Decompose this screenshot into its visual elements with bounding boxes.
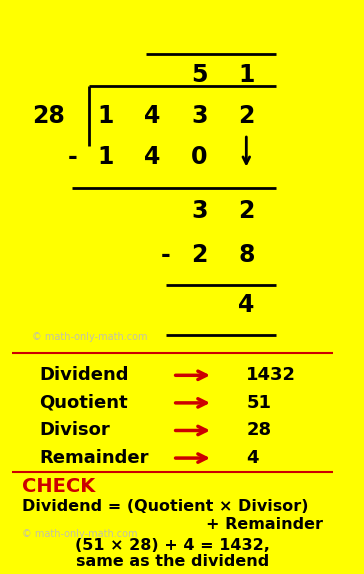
Text: 3: 3 (191, 199, 208, 223)
Text: 28: 28 (246, 421, 272, 440)
Text: + Remainder: + Remainder (206, 517, 323, 532)
Text: 1: 1 (238, 63, 254, 87)
Text: 2: 2 (238, 104, 254, 128)
Text: (51 × 28) + 4 = 1432,: (51 × 28) + 4 = 1432, (75, 538, 270, 553)
Text: 4: 4 (246, 449, 259, 467)
Text: 2: 2 (191, 243, 208, 267)
Text: 28: 28 (33, 104, 66, 128)
Text: 1432: 1432 (246, 366, 296, 385)
Text: 8: 8 (238, 243, 254, 267)
Text: Dividend = (Quotient × Divisor): Dividend = (Quotient × Divisor) (22, 499, 309, 514)
Text: 3: 3 (191, 104, 208, 128)
Text: © math-only-math.com: © math-only-math.com (32, 332, 148, 342)
FancyArrowPatch shape (243, 137, 250, 164)
Text: © math-only-math.com: © math-only-math.com (22, 529, 138, 539)
Text: CHECK: CHECK (22, 477, 95, 497)
Text: -: - (161, 243, 171, 267)
Text: 4: 4 (238, 293, 254, 317)
Text: 51: 51 (246, 394, 271, 412)
Text: 1: 1 (98, 104, 114, 128)
Text: Remainder: Remainder (39, 449, 149, 467)
Text: 4: 4 (145, 145, 161, 169)
Text: Quotient: Quotient (39, 394, 128, 412)
Text: 1: 1 (98, 145, 114, 169)
Text: -: - (68, 145, 77, 169)
Text: 0: 0 (191, 145, 208, 169)
Text: 2: 2 (238, 199, 254, 223)
Text: Divisor: Divisor (39, 421, 110, 440)
FancyArrowPatch shape (175, 371, 206, 379)
FancyArrowPatch shape (175, 426, 206, 435)
FancyArrowPatch shape (175, 454, 206, 462)
FancyArrowPatch shape (175, 399, 206, 407)
Text: 5: 5 (191, 63, 208, 87)
Text: 4: 4 (145, 104, 161, 128)
Text: same as the dividend: same as the dividend (76, 554, 269, 569)
Text: Dividend: Dividend (39, 366, 128, 385)
